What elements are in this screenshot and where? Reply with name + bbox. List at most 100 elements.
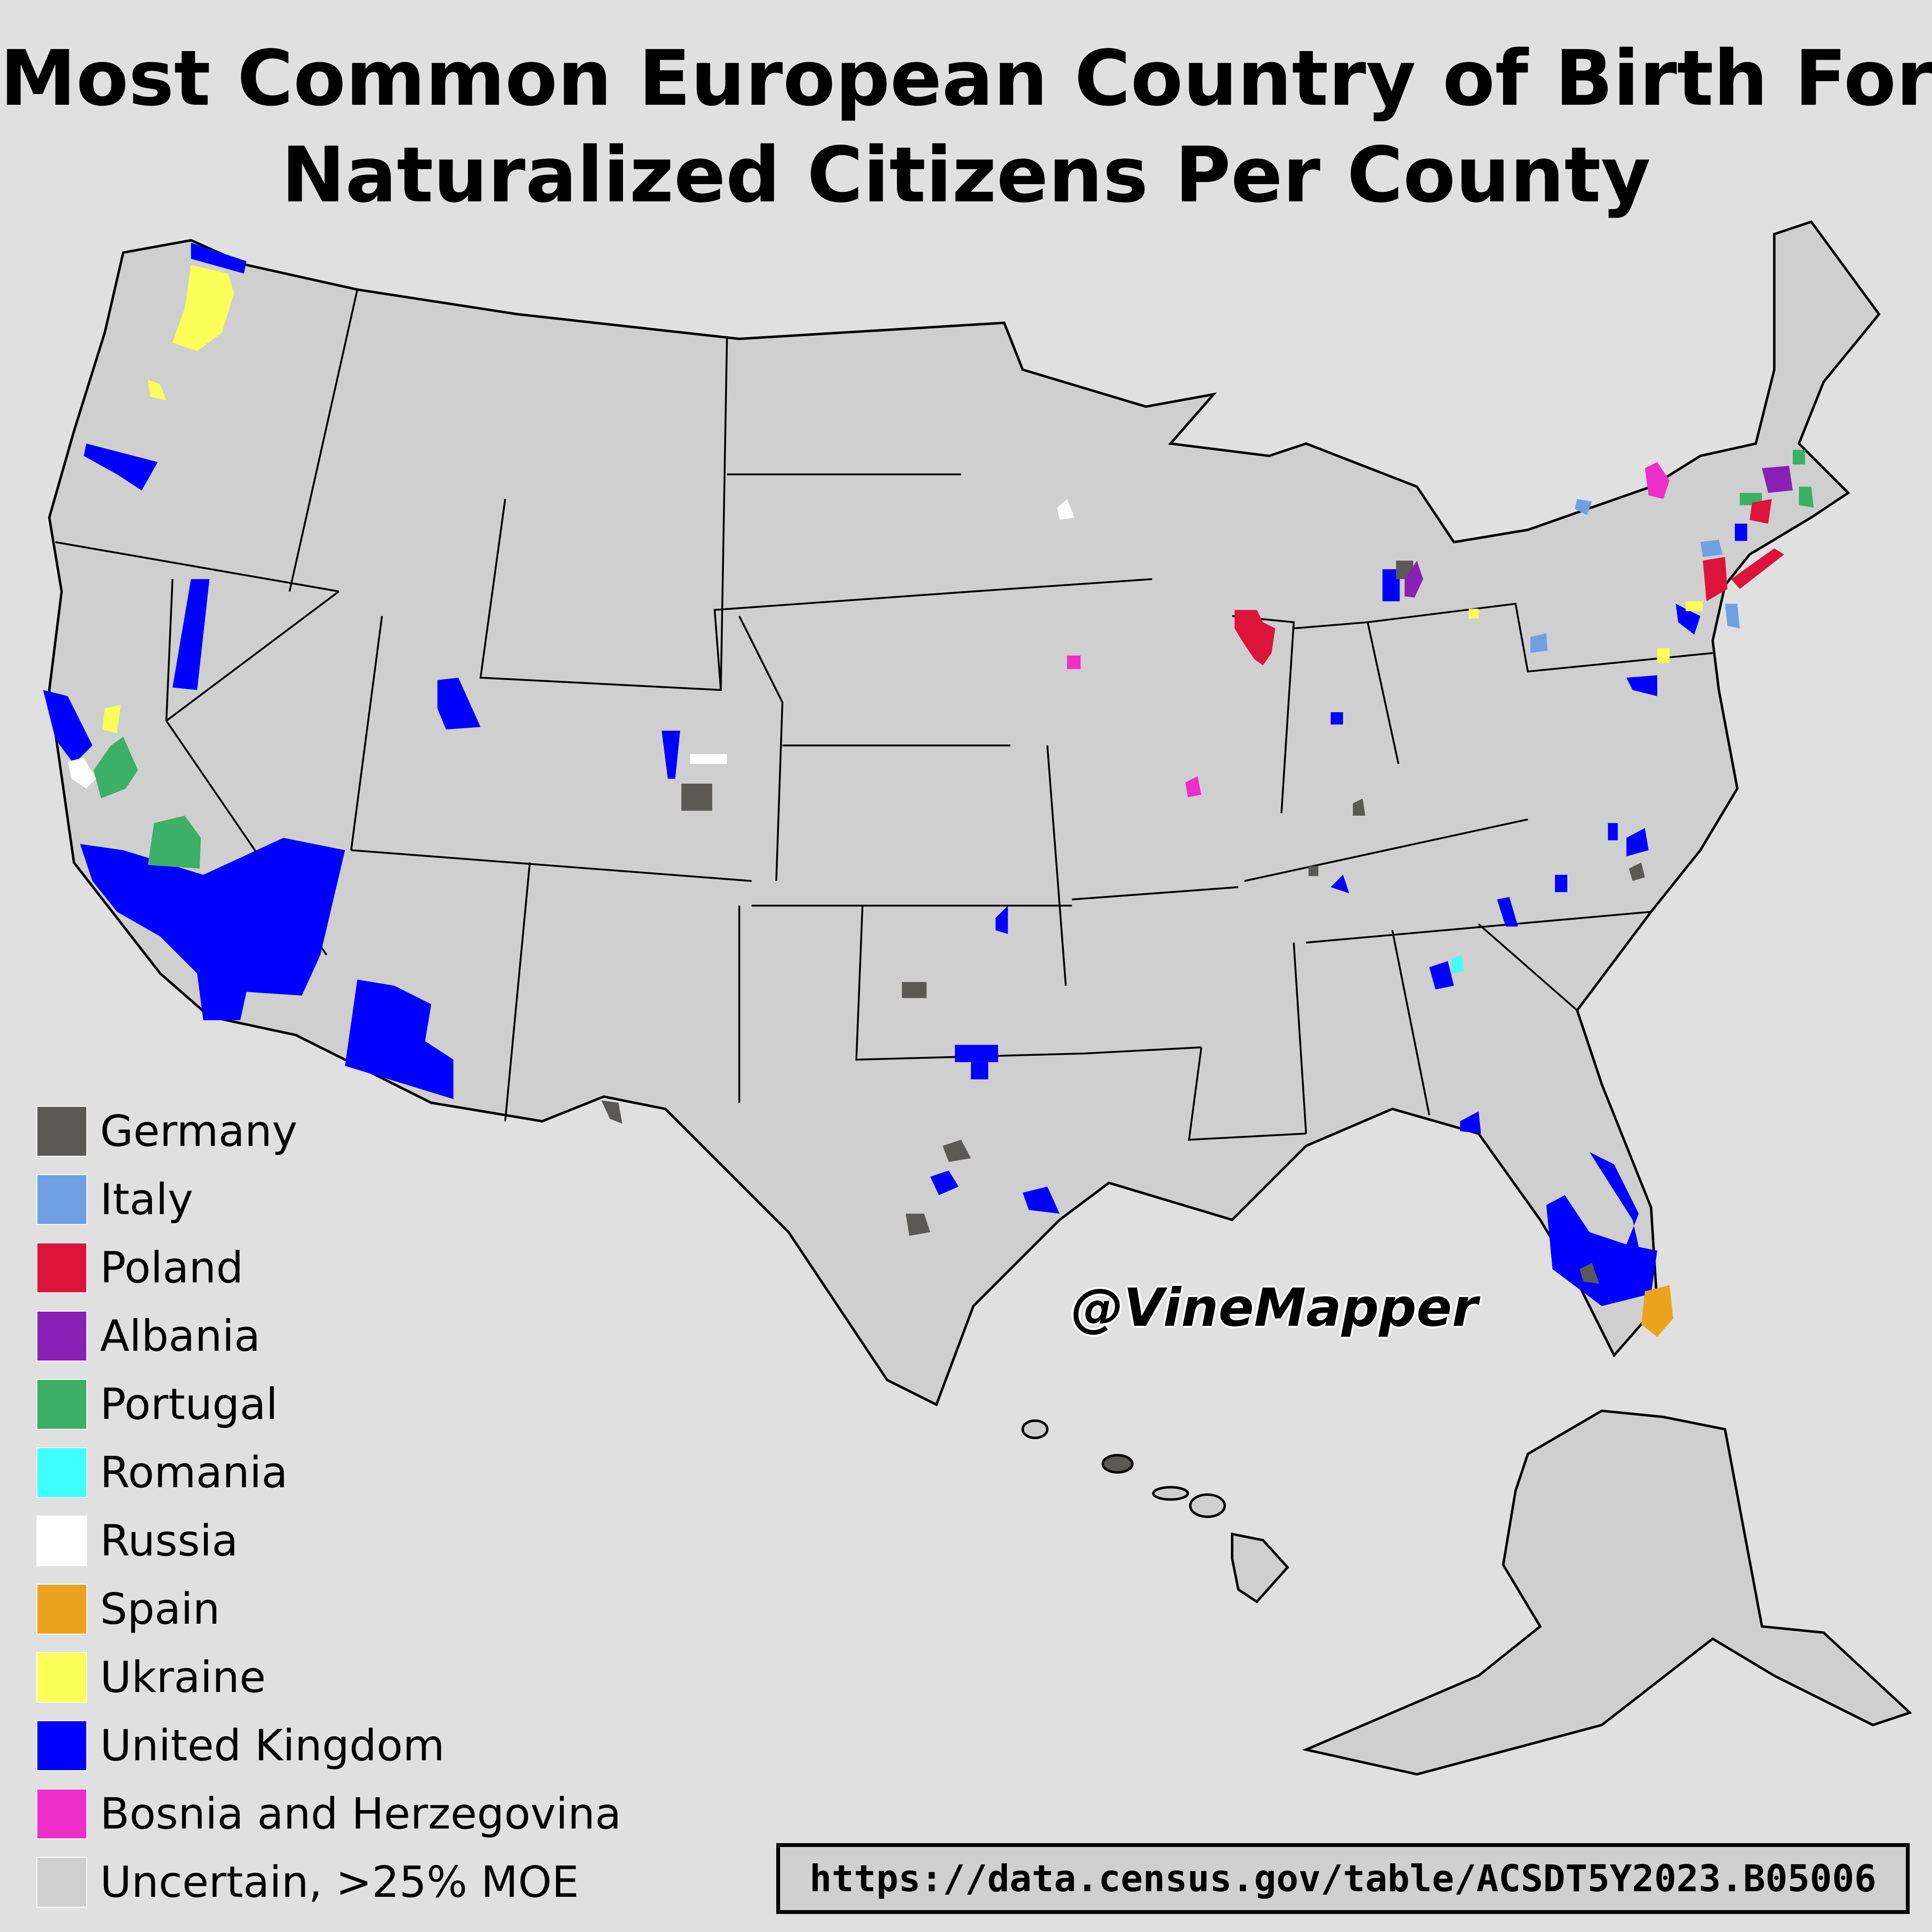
county-ukraine xyxy=(1468,608,1479,619)
county-italy xyxy=(1725,604,1740,629)
legend-swatch xyxy=(36,1242,87,1293)
county-albania xyxy=(1762,465,1793,493)
map-title-line-2: Naturalized Citizens Per County xyxy=(281,131,1651,219)
county-poland xyxy=(1750,499,1772,524)
legend-swatch xyxy=(36,1583,87,1634)
county-united-kingdom xyxy=(1497,897,1518,927)
alaska-outline xyxy=(1302,1410,1912,1776)
legend-label: United Kingdom xyxy=(100,1720,445,1771)
county-germany xyxy=(942,1139,971,1162)
alaska xyxy=(1302,1410,1912,1776)
legend-swatch xyxy=(36,1310,87,1361)
county-united-kingdom xyxy=(80,838,345,1021)
county-bosnia-and-herzegovina xyxy=(1185,776,1202,797)
map-title-line-1: Most Common European Country of Birth Fo… xyxy=(0,34,1932,123)
county-ukraine xyxy=(1686,601,1703,611)
legend-label: Spain xyxy=(100,1584,220,1634)
legend-swatch xyxy=(36,1856,87,1908)
legend-item: Romania xyxy=(36,1438,621,1507)
legend-swatch xyxy=(36,1788,87,1839)
hawaii-island-kauai xyxy=(1021,1419,1049,1440)
county-united-kingdom xyxy=(662,730,680,779)
legend-swatch xyxy=(36,1447,87,1498)
county-poland xyxy=(1234,610,1276,665)
county-ukraine xyxy=(172,265,234,351)
legend-item: Uncertain, >25% MOE xyxy=(36,1848,621,1916)
legend-swatch xyxy=(36,1652,87,1703)
county-spain xyxy=(1641,1285,1674,1337)
county-united-kingdom xyxy=(283,838,339,912)
legend-swatch xyxy=(36,1720,87,1771)
county-united-kingdom xyxy=(1546,1152,1658,1306)
state-borders xyxy=(55,289,1713,1141)
county-germany xyxy=(1308,866,1318,876)
county-albania xyxy=(1404,560,1423,598)
county-united-kingdom xyxy=(43,690,93,764)
legend-label: Ukraine xyxy=(100,1652,266,1702)
legend-item: Germany xyxy=(36,1097,621,1165)
hawaii-island-oahu xyxy=(1101,1454,1134,1474)
county-united-kingdom xyxy=(1331,712,1343,725)
legend-label: Russia xyxy=(100,1516,238,1566)
county-united-kingdom xyxy=(971,1062,988,1080)
county-united-kingdom xyxy=(1676,604,1701,635)
county-poland xyxy=(1703,557,1728,601)
county-germany xyxy=(601,1100,623,1124)
county-united-kingdom xyxy=(1555,875,1567,892)
county-italy xyxy=(1700,540,1723,557)
legend-swatch xyxy=(36,1379,87,1430)
legend-item: Russia xyxy=(36,1507,621,1575)
legend-item: Poland xyxy=(36,1233,621,1302)
legend-item: Italy xyxy=(36,1165,621,1233)
legend-label: Poland xyxy=(100,1242,243,1293)
county-bosnia-and-herzegovina xyxy=(1645,462,1670,499)
county-united-kingdom xyxy=(1608,823,1618,841)
county-germany xyxy=(681,784,712,811)
source-url: https://data.census.gov/table/ACSDT5Y202… xyxy=(776,1843,1910,1914)
legend-label: Italy xyxy=(100,1174,193,1224)
county-united-kingdom xyxy=(437,677,481,729)
legend-label: Uncertain, >25% MOE xyxy=(100,1857,579,1907)
legend-label: Germany xyxy=(100,1106,298,1156)
county-united-kingdom xyxy=(930,1170,959,1195)
county-united-kingdom xyxy=(1460,1111,1481,1134)
county-ukraine xyxy=(1657,648,1670,663)
county-united-kingdom xyxy=(1331,875,1349,893)
county-united-kingdom xyxy=(1626,675,1658,696)
hawaii xyxy=(1021,1419,1289,1604)
legend-label: Portugal xyxy=(100,1379,278,1429)
legend-swatch xyxy=(36,1174,87,1225)
county-germany xyxy=(1353,798,1365,816)
hawaii-island-big xyxy=(1231,1532,1289,1604)
legend-item: United Kingdom xyxy=(36,1711,621,1780)
hawaii-island-molokai xyxy=(1152,1486,1189,1501)
legend-item: Spain xyxy=(36,1575,621,1643)
county-ukraine xyxy=(148,379,167,401)
legend-item: Albania xyxy=(36,1302,621,1370)
county-germany xyxy=(1629,862,1645,881)
map-title: Most Common European Country of Birth Fo… xyxy=(0,30,1932,223)
county-highlights xyxy=(43,243,1814,1337)
county-bosnia-and-herzegovina xyxy=(1067,655,1081,669)
legend-label: Romania xyxy=(100,1447,288,1498)
county-united-kingdom xyxy=(172,579,210,690)
county-italy xyxy=(1574,499,1592,515)
county-united-kingdom xyxy=(1735,523,1747,541)
county-united-kingdom xyxy=(84,444,158,491)
county-ukraine xyxy=(102,705,121,733)
county-germany xyxy=(902,982,927,998)
hawaii-island-maui xyxy=(1189,1493,1226,1518)
legend-label: Albania xyxy=(100,1311,261,1361)
contiguous-us xyxy=(43,220,1881,1406)
legend-label: Bosnia and Herzegovina xyxy=(100,1789,622,1839)
county-russia xyxy=(1057,499,1075,520)
county-united-kingdom xyxy=(1429,961,1454,990)
county-united-kingdom xyxy=(955,1045,998,1062)
legend-item: Bosnia and Herzegovina xyxy=(36,1780,621,1848)
watermark: @VineMapper xyxy=(1071,1277,1478,1338)
county-italy xyxy=(1530,633,1548,653)
county-russia xyxy=(67,757,96,789)
county-germany xyxy=(905,1213,930,1236)
legend-item: Portugal xyxy=(36,1370,621,1438)
